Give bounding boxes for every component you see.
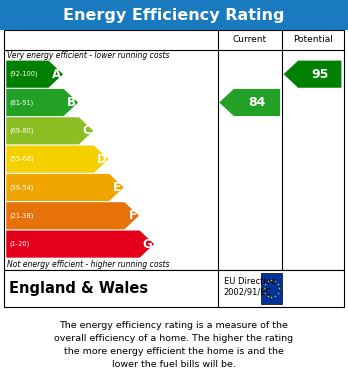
- Text: (39-54): (39-54): [10, 184, 34, 191]
- Text: Very energy efficient - lower running costs: Very energy efficient - lower running co…: [7, 50, 169, 60]
- Text: D: D: [97, 152, 107, 166]
- Polygon shape: [6, 202, 139, 230]
- Text: A: A: [52, 68, 61, 81]
- Text: The energy efficiency rating is a measure of the
overall efficiency of a home. T: The energy efficiency rating is a measur…: [54, 321, 294, 369]
- Text: G: G: [143, 238, 152, 251]
- Text: C: C: [82, 124, 91, 137]
- Polygon shape: [6, 89, 78, 116]
- Text: Potential: Potential: [293, 35, 333, 45]
- Polygon shape: [284, 61, 341, 88]
- Text: EU Directive: EU Directive: [224, 277, 276, 286]
- Polygon shape: [6, 117, 93, 144]
- Text: 84: 84: [248, 96, 266, 109]
- Text: Current: Current: [232, 35, 267, 45]
- Polygon shape: [6, 231, 154, 258]
- Text: (55-68): (55-68): [10, 156, 34, 162]
- Text: (92-100): (92-100): [10, 71, 38, 77]
- Text: E: E: [113, 181, 121, 194]
- Bar: [261, 273, 282, 304]
- Text: (21-38): (21-38): [10, 213, 34, 219]
- Text: England & Wales: England & Wales: [9, 281, 149, 296]
- Text: F: F: [128, 209, 136, 222]
- Bar: [4, 30, 344, 270]
- Bar: [0, 0, 348, 30]
- Text: B: B: [67, 96, 76, 109]
- Polygon shape: [6, 174, 124, 201]
- Polygon shape: [6, 145, 109, 173]
- Text: 95: 95: [311, 68, 329, 81]
- Text: (81-91): (81-91): [10, 99, 34, 106]
- Text: Energy Efficiency Rating: Energy Efficiency Rating: [63, 7, 285, 23]
- Text: (1-20): (1-20): [10, 241, 30, 248]
- Text: (69-80): (69-80): [10, 127, 34, 134]
- Text: Not energy efficient - higher running costs: Not energy efficient - higher running co…: [7, 260, 169, 269]
- Polygon shape: [219, 89, 280, 116]
- Text: 2002/91/EC: 2002/91/EC: [224, 288, 272, 297]
- Bar: [4, 270, 344, 307]
- Polygon shape: [6, 61, 63, 88]
